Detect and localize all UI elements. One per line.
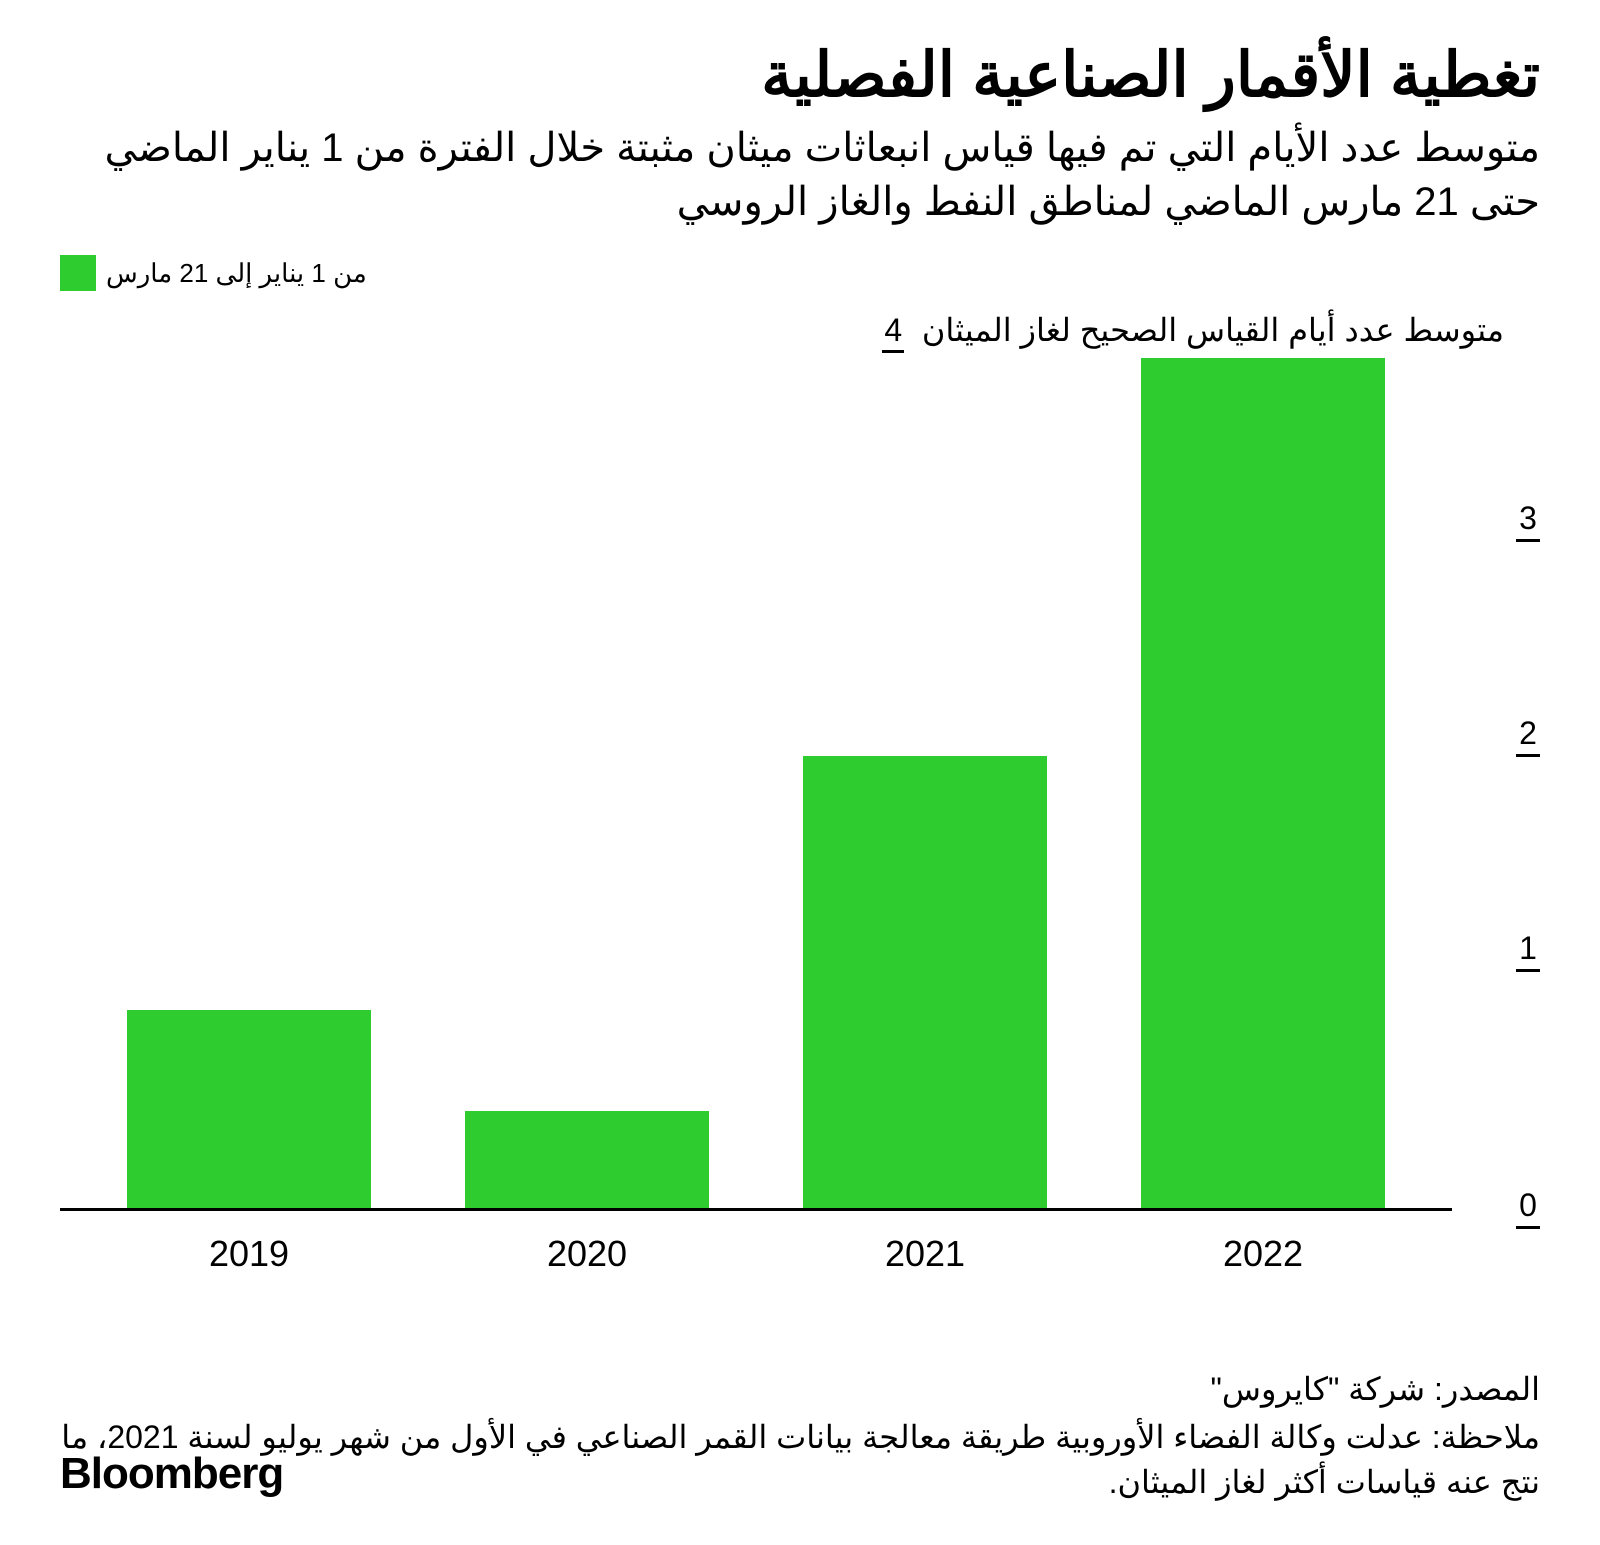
x-label-2022: 2022 [1094,1233,1432,1275]
bar-slot-2021 [756,347,1094,1208]
y-tick-2: 2 [1460,715,1540,757]
legend-swatch [60,255,96,291]
bar-2019 [127,1010,370,1208]
bar-2022 [1141,358,1384,1208]
bar-slot-2019 [80,347,418,1208]
plot-region: 0 1 2 3 [60,347,1452,1211]
bar-slot-2022 [1094,347,1432,1208]
y-tick-3: 3 [1460,500,1540,542]
x-label-2020: 2020 [418,1233,756,1275]
legend-label: من 1 يناير إلى 21 مارس [106,258,367,289]
brand-label: Bloomberg [60,1449,283,1499]
chart-title: تغطية الأقمار الصناعية الفصلية [60,40,1540,111]
x-axis: 2019 2020 2021 2022 [60,1219,1540,1275]
bar-2021 [803,756,1046,1208]
source-line: المصدر: شركة "كايروس" [60,1367,1540,1412]
footer: المصدر: شركة "كايروس" ملاحظة: عدلت وكالة… [60,1367,1540,1505]
x-label-2019: 2019 [80,1233,418,1275]
x-axis-labels: 2019 2020 2021 2022 [60,1233,1452,1275]
chart-page: تغطية الأقمار الصناعية الفصلية متوسط عدد… [0,0,1600,1545]
bars-container [60,347,1452,1208]
bar-slot-2020 [418,347,756,1208]
y-tick-1: 1 [1460,930,1540,972]
y-axis-subtitle: متوسط عدد أيام القياس الصحيح لغاز الميثا… [882,311,1504,349]
legend: من 1 يناير إلى 21 مارس [60,255,1540,291]
chart-subtitle: متوسط عدد الأيام التي تم فيها قياس انبعا… [60,121,1540,229]
x-label-2021: 2021 [756,1233,1094,1275]
chart-area: متوسط عدد أيام القياس الصحيح لغاز الميثا… [60,311,1540,1211]
y-axis-subtitle-text: متوسط عدد أيام القياس الصحيح لغاز الميثا… [922,312,1504,348]
bar-2020 [465,1111,708,1208]
